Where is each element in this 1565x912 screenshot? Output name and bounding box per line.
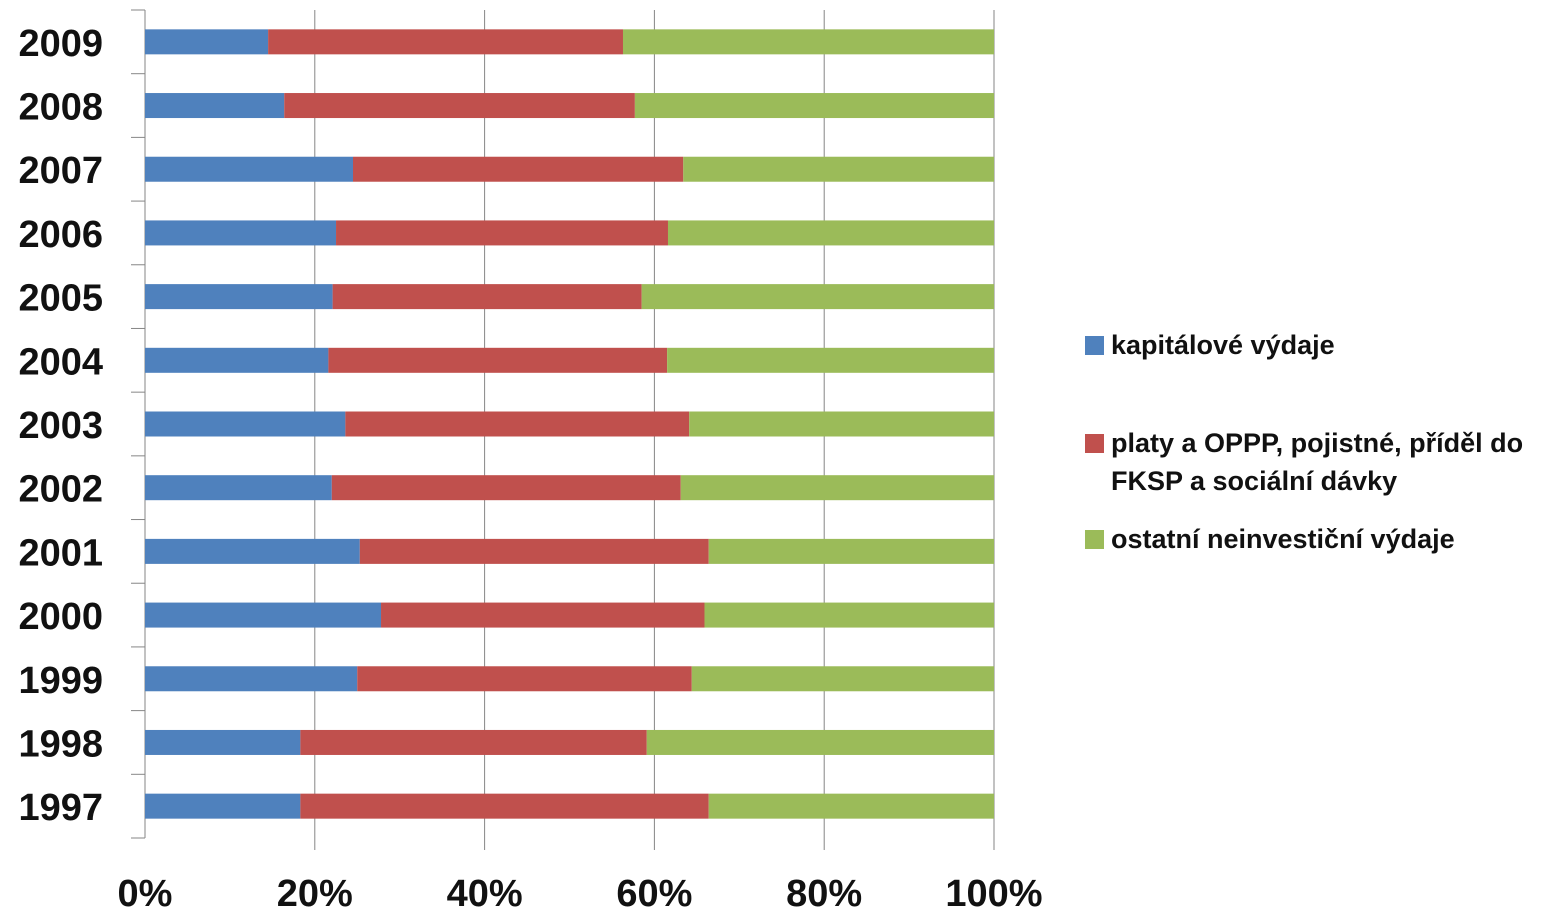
bar-segment-1998-s2 bbox=[646, 729, 994, 755]
y-axis-labels: 1997 1998 1999 2000 2001 2002 2003 2004 2005 2006… bbox=[18, 23, 103, 829]
bar-segment-2003-s1 bbox=[345, 411, 690, 437]
x-tick-label: 0% bbox=[118, 873, 173, 912]
y-tick-label: 2004 bbox=[18, 341, 103, 383]
bar-segment-2006-s2 bbox=[667, 220, 994, 246]
y-tick-label: 2009 bbox=[18, 23, 103, 65]
legend-swatch-other bbox=[1085, 530, 1104, 549]
bar-segment-2008-s1 bbox=[284, 93, 635, 119]
bar-segment-2000-s1 bbox=[381, 602, 705, 628]
x-tick-label: 100% bbox=[945, 873, 1042, 912]
bar-segment-2005-s1 bbox=[332, 284, 642, 310]
bar-segment-2000-s0 bbox=[145, 602, 382, 628]
legend-label-salaries: platy a OPPP, pojistné, příděl do FKSP a… bbox=[1111, 428, 1524, 496]
bar-segment-2004-s1 bbox=[328, 347, 668, 373]
bar-segment-2007-s0 bbox=[145, 156, 354, 182]
bar-segment-1999-s0 bbox=[145, 666, 358, 692]
bar-segment-2009-s2 bbox=[622, 29, 994, 55]
legend-label-capital: kapitálové výdaje bbox=[1111, 330, 1335, 360]
bar-segment-2009-s0 bbox=[145, 29, 269, 55]
y-tick-label: 2000 bbox=[18, 596, 103, 638]
legend-item-salaries: platy a OPPP, pojistné, příděl do FKSP a… bbox=[1085, 424, 1555, 500]
y-tick-label: 2008 bbox=[18, 87, 103, 129]
bar-segment-2002-s1 bbox=[331, 475, 681, 501]
y-tick-label: 1998 bbox=[18, 723, 103, 765]
legend-label-other: ostatní neinvestiční výdaje bbox=[1111, 524, 1455, 554]
bar-segment-2001-s0 bbox=[145, 538, 360, 564]
y-tick-label: 2007 bbox=[18, 150, 103, 192]
y-tick-label: 2003 bbox=[18, 405, 103, 447]
y-tick-label: 2001 bbox=[18, 532, 103, 574]
bar-segment-2000-s2 bbox=[704, 602, 994, 628]
bar-segment-2008-s0 bbox=[145, 93, 285, 119]
bar-segment-1997-s0 bbox=[145, 793, 301, 819]
bar-segment-1997-s2 bbox=[708, 793, 994, 819]
bars bbox=[145, 29, 994, 819]
bar-segment-2004-s2 bbox=[667, 347, 994, 373]
y-tick-label: 2002 bbox=[18, 469, 103, 511]
bar-segment-1997-s1 bbox=[300, 793, 709, 819]
bar-segment-2001-s2 bbox=[708, 538, 994, 564]
bar-segment-1998-s1 bbox=[300, 729, 647, 755]
y-tick-label: 2005 bbox=[18, 278, 103, 320]
bar-segment-2001-s1 bbox=[359, 538, 709, 564]
bar-segment-2006-s1 bbox=[336, 220, 668, 246]
legend-swatch-capital bbox=[1085, 336, 1104, 355]
y-tick-label: 1999 bbox=[18, 660, 103, 702]
bar-segment-1999-s2 bbox=[691, 666, 994, 692]
bar-segment-2003-s0 bbox=[145, 411, 346, 437]
bar-segment-2002-s0 bbox=[145, 475, 332, 501]
x-axis-labels: 0% 20% 40% 60% 80% 100% bbox=[118, 873, 1043, 912]
bar-segment-2004-s0 bbox=[145, 347, 329, 373]
bar-segment-1999-s1 bbox=[357, 666, 692, 692]
x-tick-label: 20% bbox=[277, 873, 353, 912]
bar-segment-2003-s2 bbox=[689, 411, 994, 437]
x-tick-label: 40% bbox=[447, 873, 523, 912]
axes bbox=[131, 9, 146, 839]
bar-segment-2008-s2 bbox=[634, 93, 994, 119]
legend-item-capital: kapitálové výdaje bbox=[1085, 326, 1335, 364]
y-tick-label: 2006 bbox=[18, 214, 103, 256]
x-tick-label: 80% bbox=[786, 873, 862, 912]
legend-swatch-salaries bbox=[1085, 434, 1104, 453]
bar-segment-2002-s2 bbox=[680, 475, 994, 501]
bar-segment-2005-s0 bbox=[145, 284, 333, 310]
legend-item-other: ostatní neinvestiční výdaje bbox=[1085, 520, 1455, 558]
y-tick-label: 1997 bbox=[18, 787, 103, 829]
bar-segment-2006-s0 bbox=[145, 220, 337, 246]
bar-segment-2007-s2 bbox=[683, 156, 994, 182]
bar-segment-1998-s0 bbox=[145, 729, 301, 755]
bar-segment-2005-s2 bbox=[641, 284, 994, 310]
x-tick-label: 60% bbox=[616, 873, 692, 912]
bar-segment-2007-s1 bbox=[353, 156, 684, 182]
bar-segment-2009-s1 bbox=[268, 29, 623, 55]
